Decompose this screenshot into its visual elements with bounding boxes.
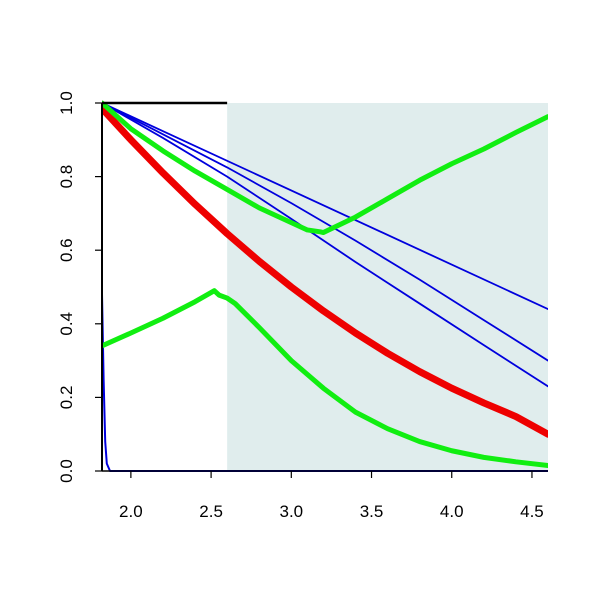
y-tick-label: 0.8 <box>57 165 76 189</box>
x-tick-label: 3.5 <box>360 502 384 521</box>
series-line-7 <box>102 288 548 468</box>
x-tick-label: 2.0 <box>119 502 143 521</box>
y-tick-label: 1.0 <box>57 91 76 115</box>
series-line-3 <box>102 102 548 388</box>
series-line-2 <box>102 102 548 362</box>
series-line-5 <box>102 105 548 438</box>
axes-layer: 2.0 2.5 3.0 3.5 4.0 4.5 0.0 0.2 0.4 0.6 0.8 1.0 <box>57 91 548 521</box>
y-tick-label: 0.6 <box>57 238 76 262</box>
x-tick-label: 4.0 <box>440 502 464 521</box>
x-tick-label: 2.5 <box>199 502 223 521</box>
y-tick-label: 0.4 <box>57 312 76 336</box>
y-tick-label: 0.2 <box>57 386 76 410</box>
y-tick-label: 0.0 <box>57 459 76 483</box>
x-tick-label: 3.0 <box>279 502 303 521</box>
x-tick-label: 4.5 <box>520 502 544 521</box>
series-line-1 <box>102 102 548 310</box>
series-line-6 <box>102 100 548 236</box>
